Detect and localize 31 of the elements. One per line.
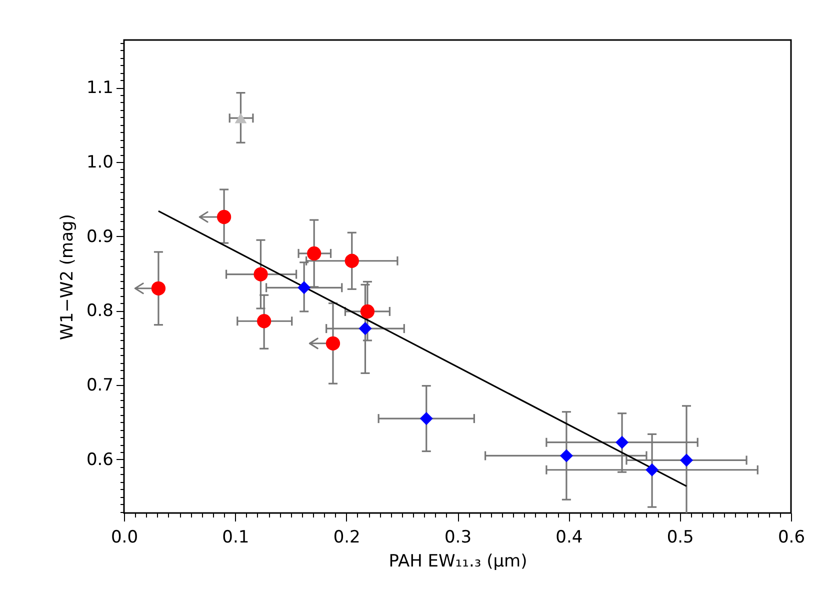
x-axis-title: PAH EW₁₁.₃ (μm) <box>388 552 528 572</box>
point <box>680 454 694 467</box>
x-tick-label: 0.2 <box>333 528 360 548</box>
x-tick-label: 0.1 <box>222 528 250 548</box>
point <box>646 463 659 476</box>
point <box>344 254 359 268</box>
x-tick-label: 0.6 <box>778 528 806 548</box>
point <box>560 449 573 462</box>
y-tick-label: 0.8 <box>86 301 114 322</box>
point <box>151 281 166 296</box>
point <box>254 267 268 282</box>
x-tick-label: 0.0 <box>110 528 138 548</box>
point <box>307 246 322 260</box>
point <box>298 281 311 294</box>
point <box>358 322 372 336</box>
x-tick-label: 0.4 <box>556 528 583 548</box>
point <box>216 210 232 224</box>
point <box>257 314 272 328</box>
y-tick-label: 1.1 <box>86 78 114 98</box>
y-tick-label: 0.6 <box>86 450 114 470</box>
y-tick-label: 1.0 <box>86 152 114 172</box>
point <box>234 112 247 124</box>
x-tick-label: 0.3 <box>444 528 472 548</box>
y-tick-label: 0.7 <box>86 376 114 396</box>
x-tick-label: 0.5 <box>666 528 694 548</box>
point <box>616 436 629 449</box>
point <box>326 336 340 350</box>
point <box>420 412 433 426</box>
point <box>360 304 375 319</box>
y-tick-label: 0.9 <box>86 226 114 247</box>
y-axis-title: W1−W2 (mag) <box>57 214 78 340</box>
